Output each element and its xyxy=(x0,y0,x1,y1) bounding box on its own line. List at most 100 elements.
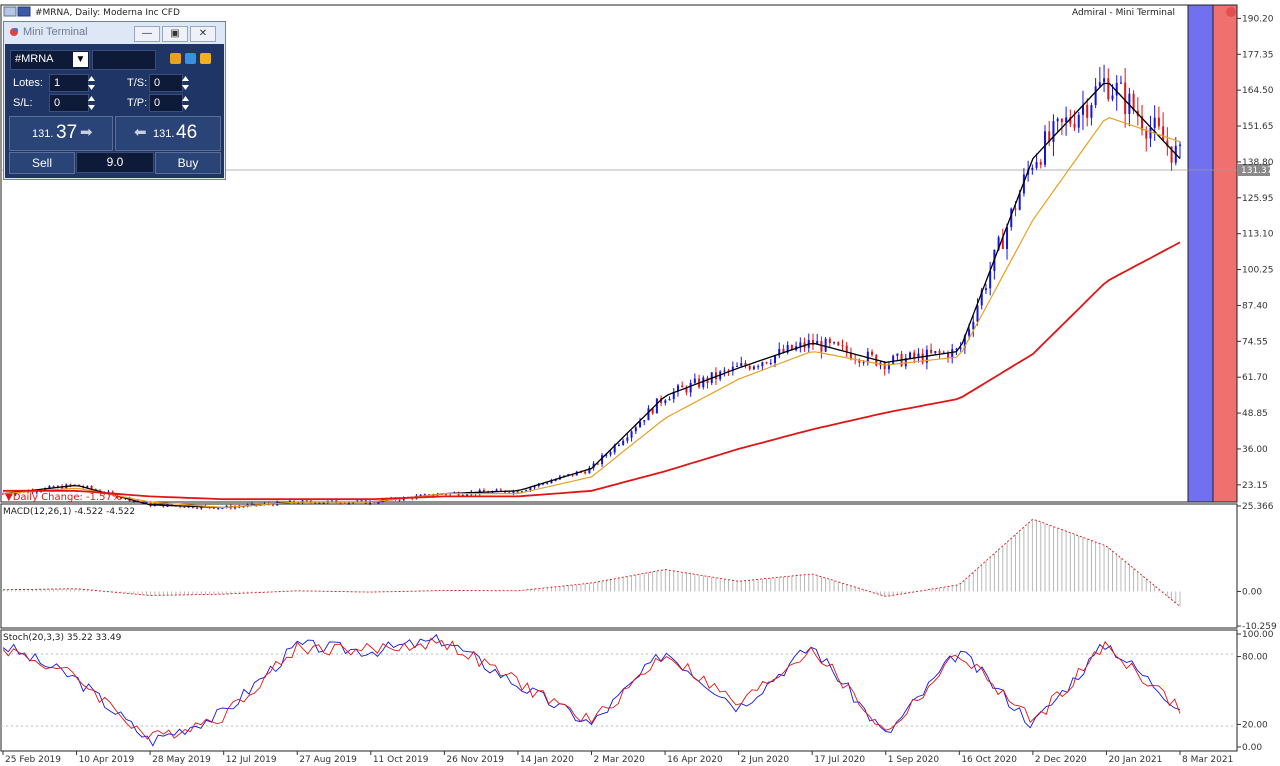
candle xyxy=(90,485,93,492)
minimize-button[interactable]: — xyxy=(134,26,160,42)
ma-short-line xyxy=(2,82,1181,509)
tp-input[interactable]: 0 xyxy=(149,94,183,112)
candle xyxy=(643,420,646,426)
price-tick-label: 125.95 xyxy=(1242,194,1274,204)
candle xyxy=(757,364,760,370)
candle xyxy=(1052,114,1055,157)
buy-button[interactable]: Buy xyxy=(155,152,221,174)
current-price-label: 131.37 xyxy=(1241,166,1273,176)
candle xyxy=(158,503,161,505)
stoch-label: Stoch(20,3,3) 35.22 33.49 xyxy=(3,633,122,643)
candle xyxy=(664,398,667,406)
date-tick-label: 28 May 2019 xyxy=(152,755,211,765)
price-tick-label: 61.70 xyxy=(1242,373,1268,383)
restore-button[interactable]: ▣ xyxy=(162,26,188,42)
candle xyxy=(731,361,734,376)
candle xyxy=(1006,223,1009,260)
tp-stepper[interactable] xyxy=(182,94,189,112)
price-tick-label: 48.85 xyxy=(1242,409,1268,419)
sell-price-prefix: 131. xyxy=(32,128,54,140)
candle xyxy=(951,343,954,364)
candle xyxy=(601,453,604,467)
candle xyxy=(723,367,726,377)
lots-input[interactable]: 1 xyxy=(49,74,89,92)
stoch-tick-label: 100.00 xyxy=(1242,630,1274,640)
candle xyxy=(816,333,819,345)
candle xyxy=(1179,141,1181,159)
candle xyxy=(305,500,308,502)
candle xyxy=(655,398,658,414)
price-tick-label: 138.80 xyxy=(1242,158,1274,168)
candle xyxy=(1090,102,1093,126)
mini-terminal[interactable]: Mini Terminal — ▣ ✕ #MRNA ▼ Lotes: 1 T/S… xyxy=(3,21,226,180)
candle xyxy=(1077,111,1080,133)
macd-tick-label: 0.00 xyxy=(1242,587,1262,597)
copy-icon[interactable] xyxy=(170,53,181,64)
chevron-down-icon[interactable]: ▼ xyxy=(73,52,88,67)
candle xyxy=(1103,64,1106,93)
candle xyxy=(183,506,186,508)
date-tick-label: 11 Oct 2019 xyxy=(373,755,429,765)
symbol-value: #MRNA xyxy=(15,53,54,65)
date-tick-label: 26 Nov 2019 xyxy=(446,755,504,765)
candle xyxy=(1166,127,1169,156)
date-tick-label: 1 Sep 2020 xyxy=(888,755,940,765)
candle xyxy=(1094,78,1097,109)
candle xyxy=(744,360,747,369)
candle xyxy=(689,379,692,397)
candle xyxy=(904,353,907,370)
grid-icon[interactable] xyxy=(200,53,211,64)
candle xyxy=(672,387,675,403)
macd-panel xyxy=(0,503,1238,629)
candle xyxy=(1081,90,1084,130)
sell-price-button[interactable]: 131. 37 ➡ xyxy=(9,116,113,151)
candle xyxy=(769,359,772,366)
price-tick-label: 23.15 xyxy=(1242,481,1268,491)
ts-stepper[interactable] xyxy=(182,74,189,92)
candle xyxy=(322,502,325,504)
symbol-select[interactable]: #MRNA ▼ xyxy=(10,50,90,70)
mini-terminal-titlebar[interactable]: Mini Terminal — ▣ ✕ xyxy=(4,22,225,44)
lots-label: Lotes: xyxy=(13,77,43,89)
sell-button[interactable]: Sell xyxy=(9,152,75,174)
ts-input[interactable]: 0 xyxy=(149,74,183,92)
candle xyxy=(634,424,637,435)
candle xyxy=(617,443,620,447)
candle xyxy=(1060,117,1063,136)
date-tick-label: 14 Jan 2020 xyxy=(520,755,574,765)
sl-input[interactable]: 0 xyxy=(49,94,89,112)
candle xyxy=(887,361,890,374)
date-tick-label: 2 Mar 2020 xyxy=(594,755,646,765)
date-tick-label: 2 Dec 2020 xyxy=(1035,755,1087,765)
candle xyxy=(1157,106,1160,130)
symbol-search-input[interactable] xyxy=(92,50,156,70)
close-button[interactable]: ✕ xyxy=(190,26,216,42)
lots-stepper[interactable] xyxy=(88,74,95,92)
date-tick-label: 10 Apr 2019 xyxy=(79,755,135,765)
candle xyxy=(866,347,869,366)
date-tick-label: 25 Feb 2019 xyxy=(5,755,61,765)
candle xyxy=(896,353,899,362)
candle xyxy=(1056,117,1059,132)
candle xyxy=(1086,98,1089,127)
price-tick-label: 190.20 xyxy=(1242,14,1274,24)
candle xyxy=(343,502,346,505)
buy-price-button[interactable]: ⬅ 131. 46 xyxy=(115,116,221,151)
macd-label: MACD(12,26,1) -4.522 -4.522 xyxy=(3,507,135,517)
date-tick-label: 20 Jan 2021 xyxy=(1108,755,1162,765)
window-title: #MRNA, Daily: Moderna Inc CFD xyxy=(35,8,180,18)
candle xyxy=(482,488,485,492)
candle xyxy=(1119,75,1122,85)
candle xyxy=(630,430,633,442)
price-tick-label: 74.55 xyxy=(1242,337,1268,347)
candle xyxy=(1124,68,1127,128)
gear-icon[interactable] xyxy=(185,53,196,64)
price-tick-label: 151.65 xyxy=(1242,122,1274,132)
candle xyxy=(841,339,844,352)
candle xyxy=(828,336,831,348)
price-tick-label: 164.50 xyxy=(1242,86,1274,96)
candle xyxy=(398,499,401,502)
sl-stepper[interactable] xyxy=(88,94,95,112)
